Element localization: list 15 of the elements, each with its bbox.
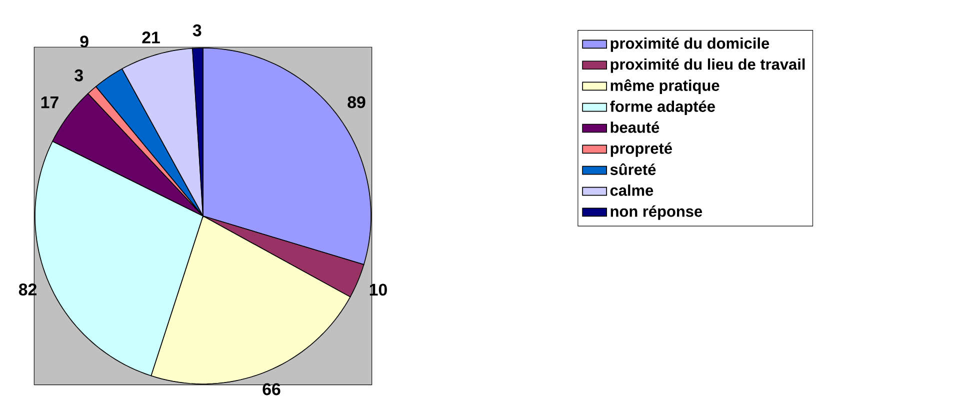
legend-label: calme <box>610 184 654 196</box>
legend-label: non réponse <box>610 205 702 220</box>
data-label: 3 <box>192 24 202 36</box>
data-label: 3 <box>74 69 83 82</box>
legend-label: proximité du lieu de travail <box>610 58 805 73</box>
data-label: 17 <box>41 96 58 108</box>
legend-label: beauté <box>610 121 660 133</box>
legend-label: propreté <box>610 142 672 157</box>
data-label: 21 <box>142 32 160 44</box>
data-label: 89 <box>348 96 366 108</box>
legend-label: proximité du domicile <box>610 37 770 52</box>
legend-label: forme adaptée <box>610 100 715 115</box>
legend-label: sûreté <box>610 163 656 176</box>
data-label: 9 <box>80 36 88 48</box>
legend-label: même pratique <box>610 79 720 94</box>
